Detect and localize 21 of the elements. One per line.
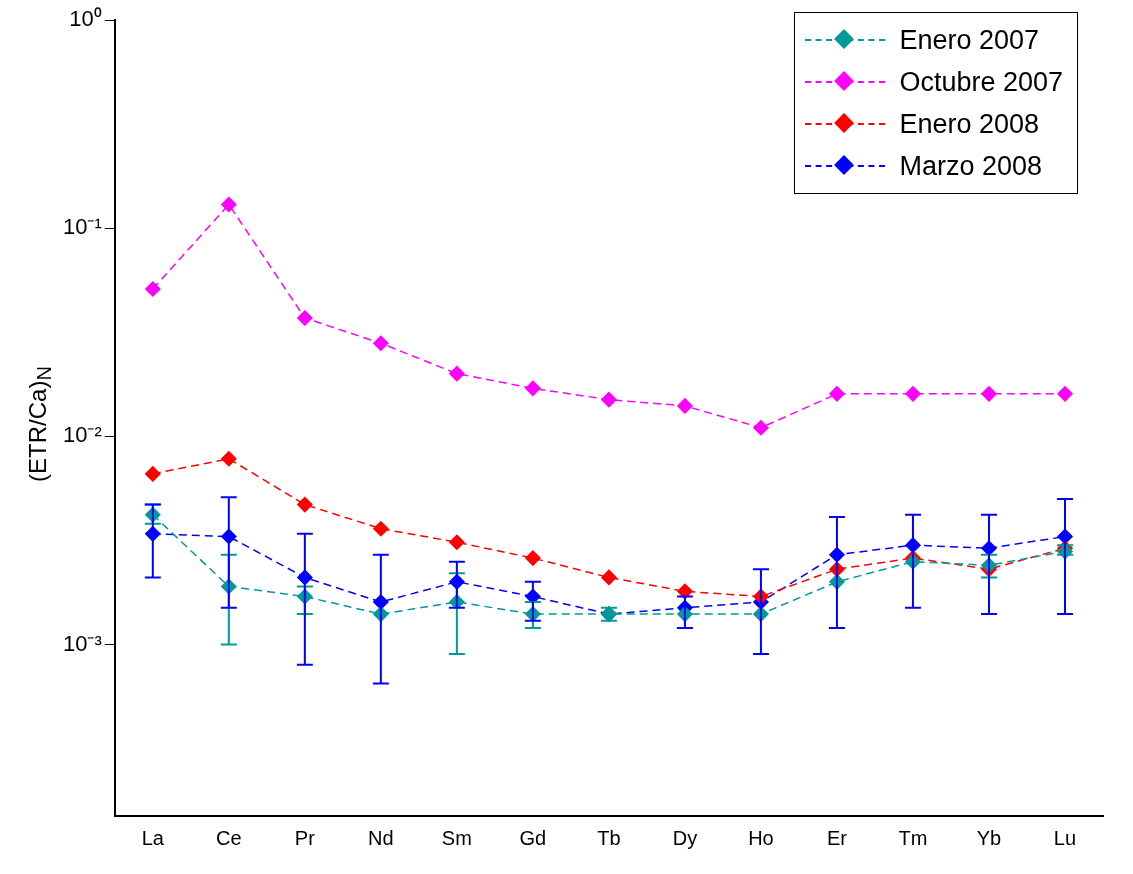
x-tick-label: Tb (597, 826, 621, 849)
x-tick-label: Lu (1053, 826, 1077, 849)
x-tick-label: Dy (672, 826, 698, 849)
x-tick-label: Gd (519, 826, 547, 849)
x-tick-label: Ce (216, 826, 242, 849)
y-tick-label: 10⁻³ (63, 630, 102, 656)
x-tick-label: La (141, 826, 165, 849)
y-tick-label: 10⁰ (69, 6, 102, 32)
x-tick-label: Nd (368, 826, 394, 849)
y-tick-label: 10⁻² (63, 422, 102, 448)
legend-label: Marzo 2008 (899, 150, 1042, 182)
y-tick-label: 10⁻¹ (63, 214, 102, 240)
x-tick-label: Tm (898, 826, 928, 849)
legend-label: Enero 2008 (899, 108, 1040, 140)
x-tick-label: Er (826, 826, 848, 849)
x-tick-label: Pr (294, 826, 316, 849)
legend-label: Enero 2007 (899, 24, 1040, 56)
legend-label: Octubre 2007 (899, 66, 1063, 98)
x-tick-label: Yb (976, 826, 1002, 849)
x-tick-label: Sm (441, 826, 472, 849)
x-tick-label: Ho (748, 826, 774, 849)
